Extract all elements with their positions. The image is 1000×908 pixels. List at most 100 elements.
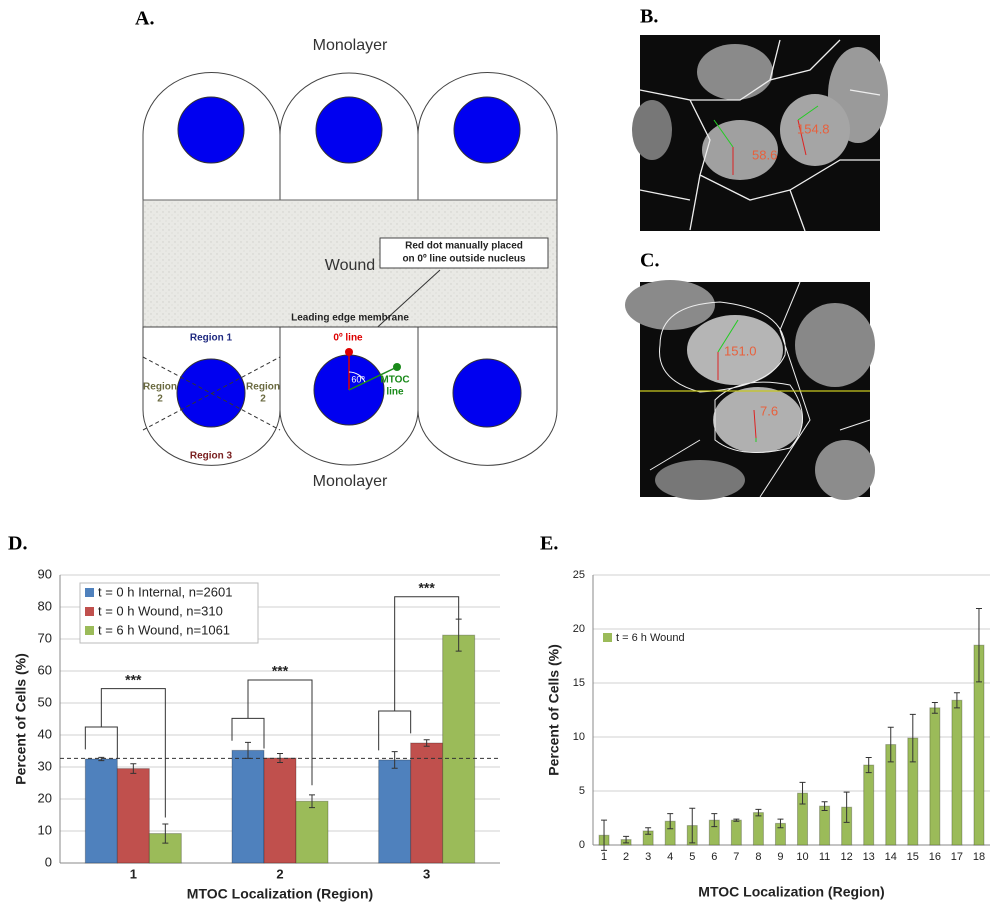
- x-tick-label: 1: [601, 851, 607, 863]
- measurement: 151.0: [724, 343, 757, 358]
- callout-box: [379, 237, 549, 269]
- x-tick-label: 17: [951, 851, 963, 863]
- legend-swatch: [85, 626, 94, 635]
- x-tick-label: 16: [929, 851, 941, 863]
- panel-label: A.: [135, 8, 154, 30]
- error-bar: [931, 701, 938, 714]
- x-tick-label: 10: [796, 851, 808, 863]
- y-tick-label: 40: [38, 726, 52, 741]
- label: Wound: [325, 257, 375, 274]
- error-bar: [309, 794, 315, 809]
- divider: [142, 356, 281, 431]
- legend-entry: t = 6 h Wound, n=1061: [98, 622, 230, 637]
- label: Monolayer: [313, 473, 388, 490]
- measurement: 58.6: [752, 147, 777, 162]
- x-tick-label: 8: [755, 851, 761, 863]
- error-bar: [777, 818, 784, 829]
- y-tick-label: 5: [579, 785, 585, 797]
- nucleus: [452, 358, 522, 428]
- y-tick-label: 0: [579, 839, 585, 851]
- significance-label: ***: [418, 579, 435, 595]
- label: Region 1: [190, 333, 233, 344]
- y-tick-label: 30: [38, 758, 52, 773]
- error-bar: [162, 823, 169, 844]
- micrograph: 151.0 7.6: [625, 280, 875, 500]
- x-tick-label: 11: [819, 851, 830, 863]
- legend-entry: t = 0 h Internal, n=2601: [98, 584, 232, 599]
- significance-label: ***: [272, 663, 289, 679]
- y-tick-label: 20: [38, 790, 52, 805]
- callout: on 0º line outside nucleus: [402, 254, 526, 265]
- panel-label: D.: [8, 533, 27, 555]
- y-tick-label: 0: [45, 854, 52, 869]
- measurement: 7.6: [760, 403, 778, 418]
- label: line: [386, 387, 404, 398]
- bar: [752, 812, 764, 846]
- label: 60º: [351, 374, 365, 384]
- error-bar: [821, 801, 828, 811]
- error-bar: [887, 726, 894, 763]
- error-bar: [689, 807, 696, 844]
- legend-entry: t = 6 h Wound: [616, 632, 685, 644]
- bar: [231, 749, 265, 864]
- bar: [116, 768, 150, 864]
- y-axis-label: Percent of Cells (%): [13, 653, 29, 784]
- error-bar: [799, 781, 806, 805]
- bar: [410, 742, 444, 864]
- panel-label: C.: [640, 250, 659, 272]
- panel-label: B.: [640, 6, 658, 28]
- significance-bracket: [378, 596, 460, 751]
- bar: [929, 707, 941, 846]
- label: 2: [157, 394, 163, 405]
- error-bar: [98, 756, 105, 762]
- legend-swatch: [85, 607, 94, 616]
- micrograph: 58.6 154.8: [632, 35, 888, 232]
- bar: [84, 758, 118, 864]
- significance-bracket: [231, 679, 313, 786]
- mtoc-dot: [393, 363, 401, 371]
- bar: [863, 764, 875, 846]
- x-tick-label: 3: [423, 866, 430, 881]
- y-tick-label: 70: [38, 630, 52, 645]
- nucleus: [177, 96, 245, 164]
- label: Region 3: [190, 451, 233, 462]
- label: MTOC: [380, 375, 409, 386]
- label: 0º line: [333, 333, 363, 344]
- y-tick-label: 20: [573, 623, 585, 635]
- y-axis-label: Percent of Cells (%): [546, 644, 562, 775]
- error-bar: [711, 813, 718, 828]
- red-dot: [345, 348, 353, 356]
- significance-label: ***: [125, 671, 142, 687]
- bar: [295, 800, 329, 864]
- error-bar: [909, 713, 916, 763]
- x-tick-label: 18: [973, 851, 985, 863]
- y-tick-label: 60: [38, 662, 52, 677]
- x-tick-label: 15: [907, 851, 919, 863]
- angle-arc: [348, 371, 366, 383]
- x-tick-label: 3: [645, 851, 651, 863]
- y-tick-label: 10: [573, 731, 585, 743]
- x-tick-label: 12: [841, 851, 853, 863]
- error-bar: [645, 827, 652, 835]
- error-bar: [391, 751, 398, 769]
- error-bar: [755, 808, 762, 817]
- callout: Red dot manually placed: [405, 241, 523, 252]
- bar: [378, 759, 412, 864]
- panel-label: E.: [540, 533, 558, 555]
- error-bar: [975, 607, 982, 683]
- y-tick-label: 15: [573, 677, 585, 689]
- error-bar: [423, 739, 430, 747]
- label: 2: [260, 394, 266, 405]
- y-tick-label: 50: [38, 694, 52, 709]
- error-bar: [733, 818, 740, 822]
- error-bar: [130, 763, 137, 774]
- error-bar: [623, 835, 630, 844]
- x-tick-label: 13: [863, 851, 875, 863]
- x-tick-label: 7: [733, 851, 739, 863]
- x-tick-label: 6: [711, 851, 717, 863]
- error-bar: [865, 757, 872, 774]
- legend-entry: t = 0 h Wound, n=310: [98, 603, 223, 618]
- y-tick-label: 90: [38, 566, 52, 581]
- bar: [819, 805, 831, 846]
- measurement: 154.8: [797, 121, 830, 136]
